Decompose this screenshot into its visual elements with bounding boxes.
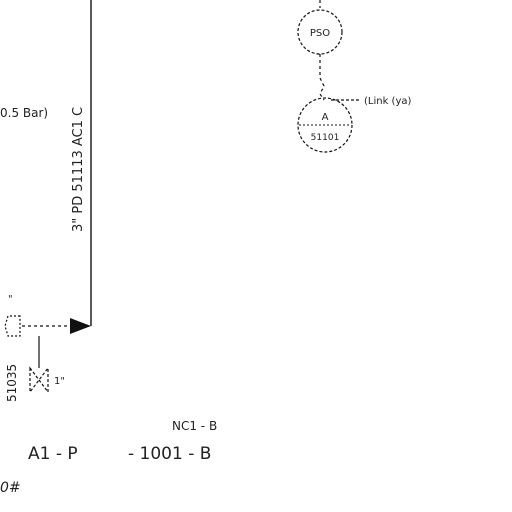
bottom-left-fragment: 0# [0,480,21,496]
instrument-bubble [297,97,353,153]
valve-size-tag: 1" [54,376,65,387]
left-vertical-number: 51035 [5,364,19,402]
instrument-tag-bottom: 51101 [311,133,340,143]
pressure-note: 0.5 Bar) [0,106,48,120]
pso-tag: PSO [310,28,330,39]
process-line-label: 3" PD 51113 AC1 C [71,107,86,232]
pso-instrument-bubble [297,9,343,55]
left-small-mark: " [8,294,13,305]
gate-valve-icon [29,366,49,394]
signal-link-line [319,54,325,101]
line-ref-upper: NC1 - B [172,419,217,433]
line-ref-lower-right: - 1001 - B [128,444,211,464]
fitting-symbol-icon [4,315,21,337]
signal-note: (Link (ya) [364,96,412,107]
instrument-tag-top: A [322,112,329,123]
flow-arrow-icon [70,318,91,334]
line-ref-lower-left: A1 - P [28,444,78,464]
